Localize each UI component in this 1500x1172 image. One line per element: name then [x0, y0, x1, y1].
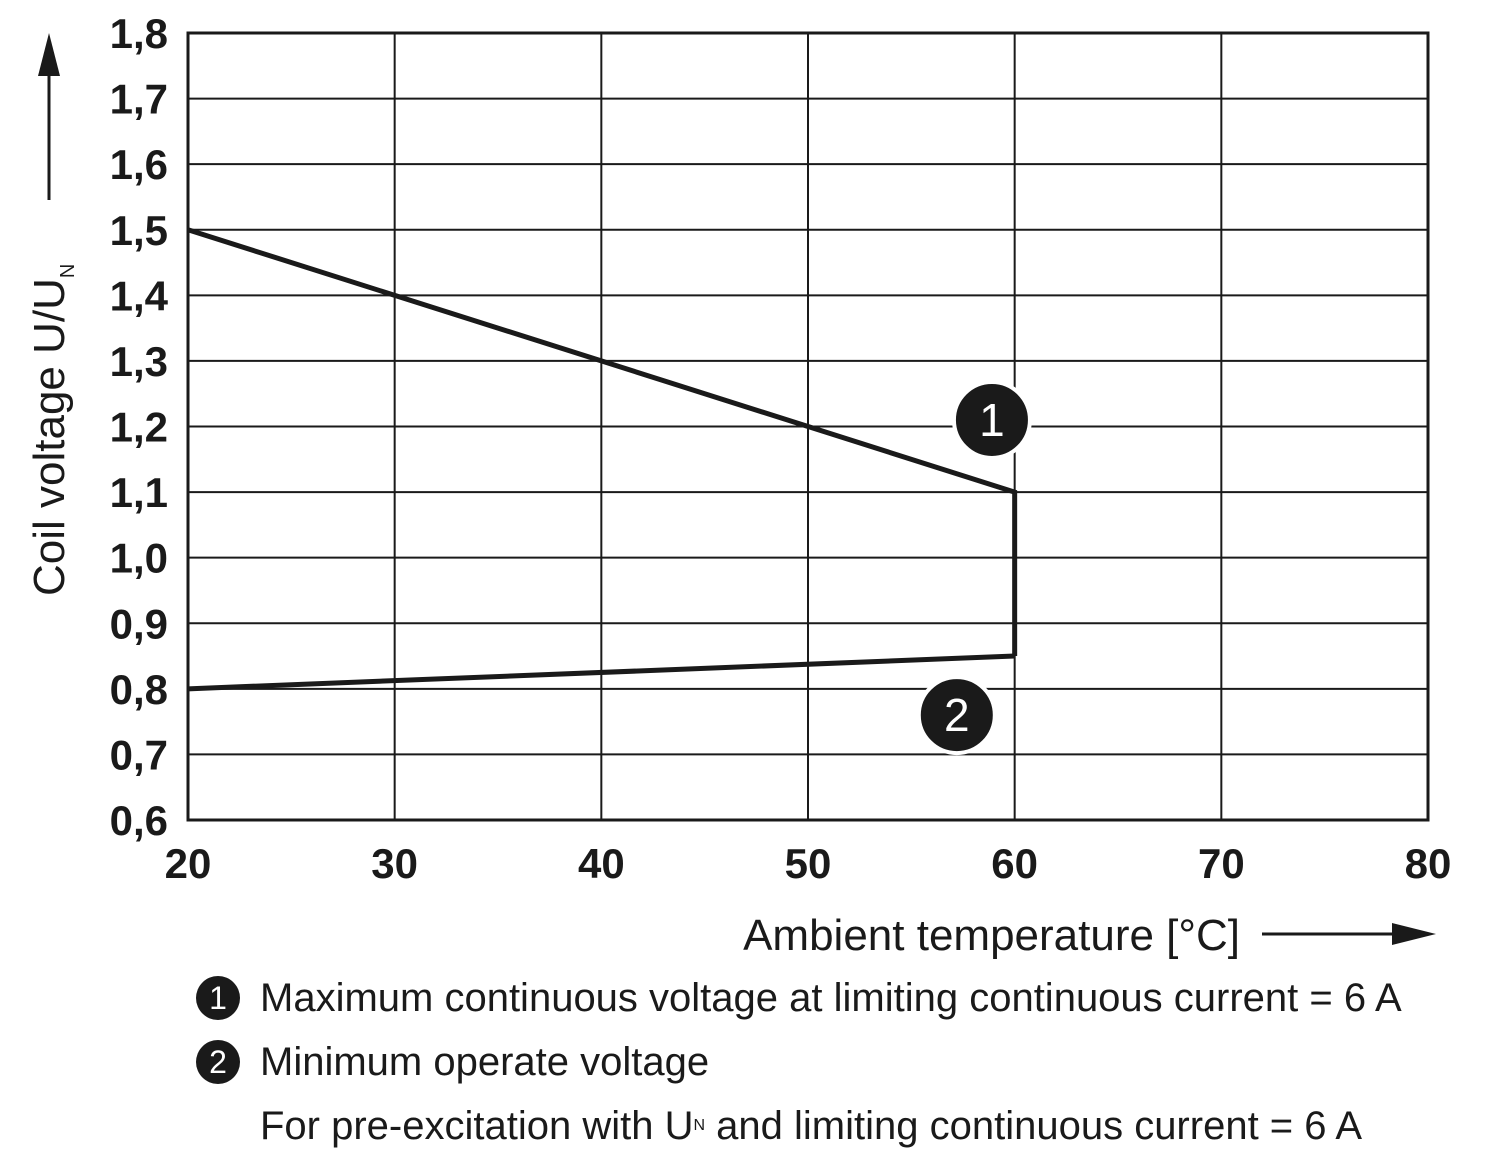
annotation-label-1: 1 [979, 394, 1005, 446]
y-axis-arrow-icon [38, 33, 60, 76]
y-tick-label: 0,6 [110, 797, 168, 844]
legend: 1 Maximum continuous voltage at limiting… [196, 966, 1402, 1158]
y-axis-label: Coil voltage U/UN [25, 264, 79, 596]
x-axis-arrow-icon [1392, 923, 1436, 945]
y-tick-label: 1,3 [110, 338, 168, 385]
y-tick-label: 1,1 [110, 469, 168, 516]
plot-frame [186, 31, 1430, 822]
series [187, 227, 1018, 692]
y-tick-label: 1,2 [110, 404, 168, 451]
y-axis-label-text: Coil voltage U/UN [25, 264, 79, 596]
y-tick-label: 1,5 [110, 207, 168, 254]
y-tick-label: 1,8 [110, 10, 168, 57]
x-tick-label: 80 [1405, 840, 1452, 887]
y-tick-label: 1,6 [110, 141, 168, 188]
annotations: 12 [916, 379, 1032, 756]
x-tick-label: 70 [1198, 840, 1245, 887]
legend-text-1: Maximum continuous voltage at limiting c… [260, 976, 1402, 1020]
x-tick-label: 30 [371, 840, 418, 887]
series-line-1 [187, 227, 1018, 657]
legend-badge-1: 1 [196, 976, 240, 1020]
x-tick-label: 40 [578, 840, 625, 887]
legend-note-sub: N [693, 1117, 706, 1134]
legend-note-text: For pre-excitation with U [260, 1104, 694, 1148]
y-tick-label: 1,7 [110, 76, 168, 123]
legend-item-2: 2 Minimum operate voltage [196, 1030, 1402, 1094]
x-axis-label: Ambient temperature [°C] [743, 911, 1240, 960]
y-tick-label: 0,9 [110, 600, 168, 647]
series-line-2 [187, 653, 1015, 692]
y-tick-label: 0,8 [110, 666, 168, 713]
annotation-label-2: 2 [944, 689, 970, 741]
x-tick-label: 20 [165, 840, 212, 887]
y-tick-label: 1,0 [110, 535, 168, 582]
legend-note-text-end: and limiting continuous current = 6 A [705, 1104, 1363, 1148]
x-tick-label: 60 [991, 840, 1038, 887]
annotation-badge-1 [951, 379, 1032, 460]
x-tick-label: 50 [785, 840, 832, 887]
y-tick-label: 1,4 [110, 272, 169, 319]
legend-badge-2: 2 [196, 1040, 240, 1084]
legend-text-2: Minimum operate voltage [260, 1040, 710, 1084]
legend-item-1: 1 Maximum continuous voltage at limiting… [196, 966, 1402, 1030]
annotation-badge-2 [916, 675, 997, 756]
tick-labels: 20 30 40 50 60 70 80 0,6 0,7 0,8 0,9 1,0 1,1 1,2 1,3 1,… [110, 10, 1452, 887]
y-tick-label: 0,7 [110, 731, 168, 778]
